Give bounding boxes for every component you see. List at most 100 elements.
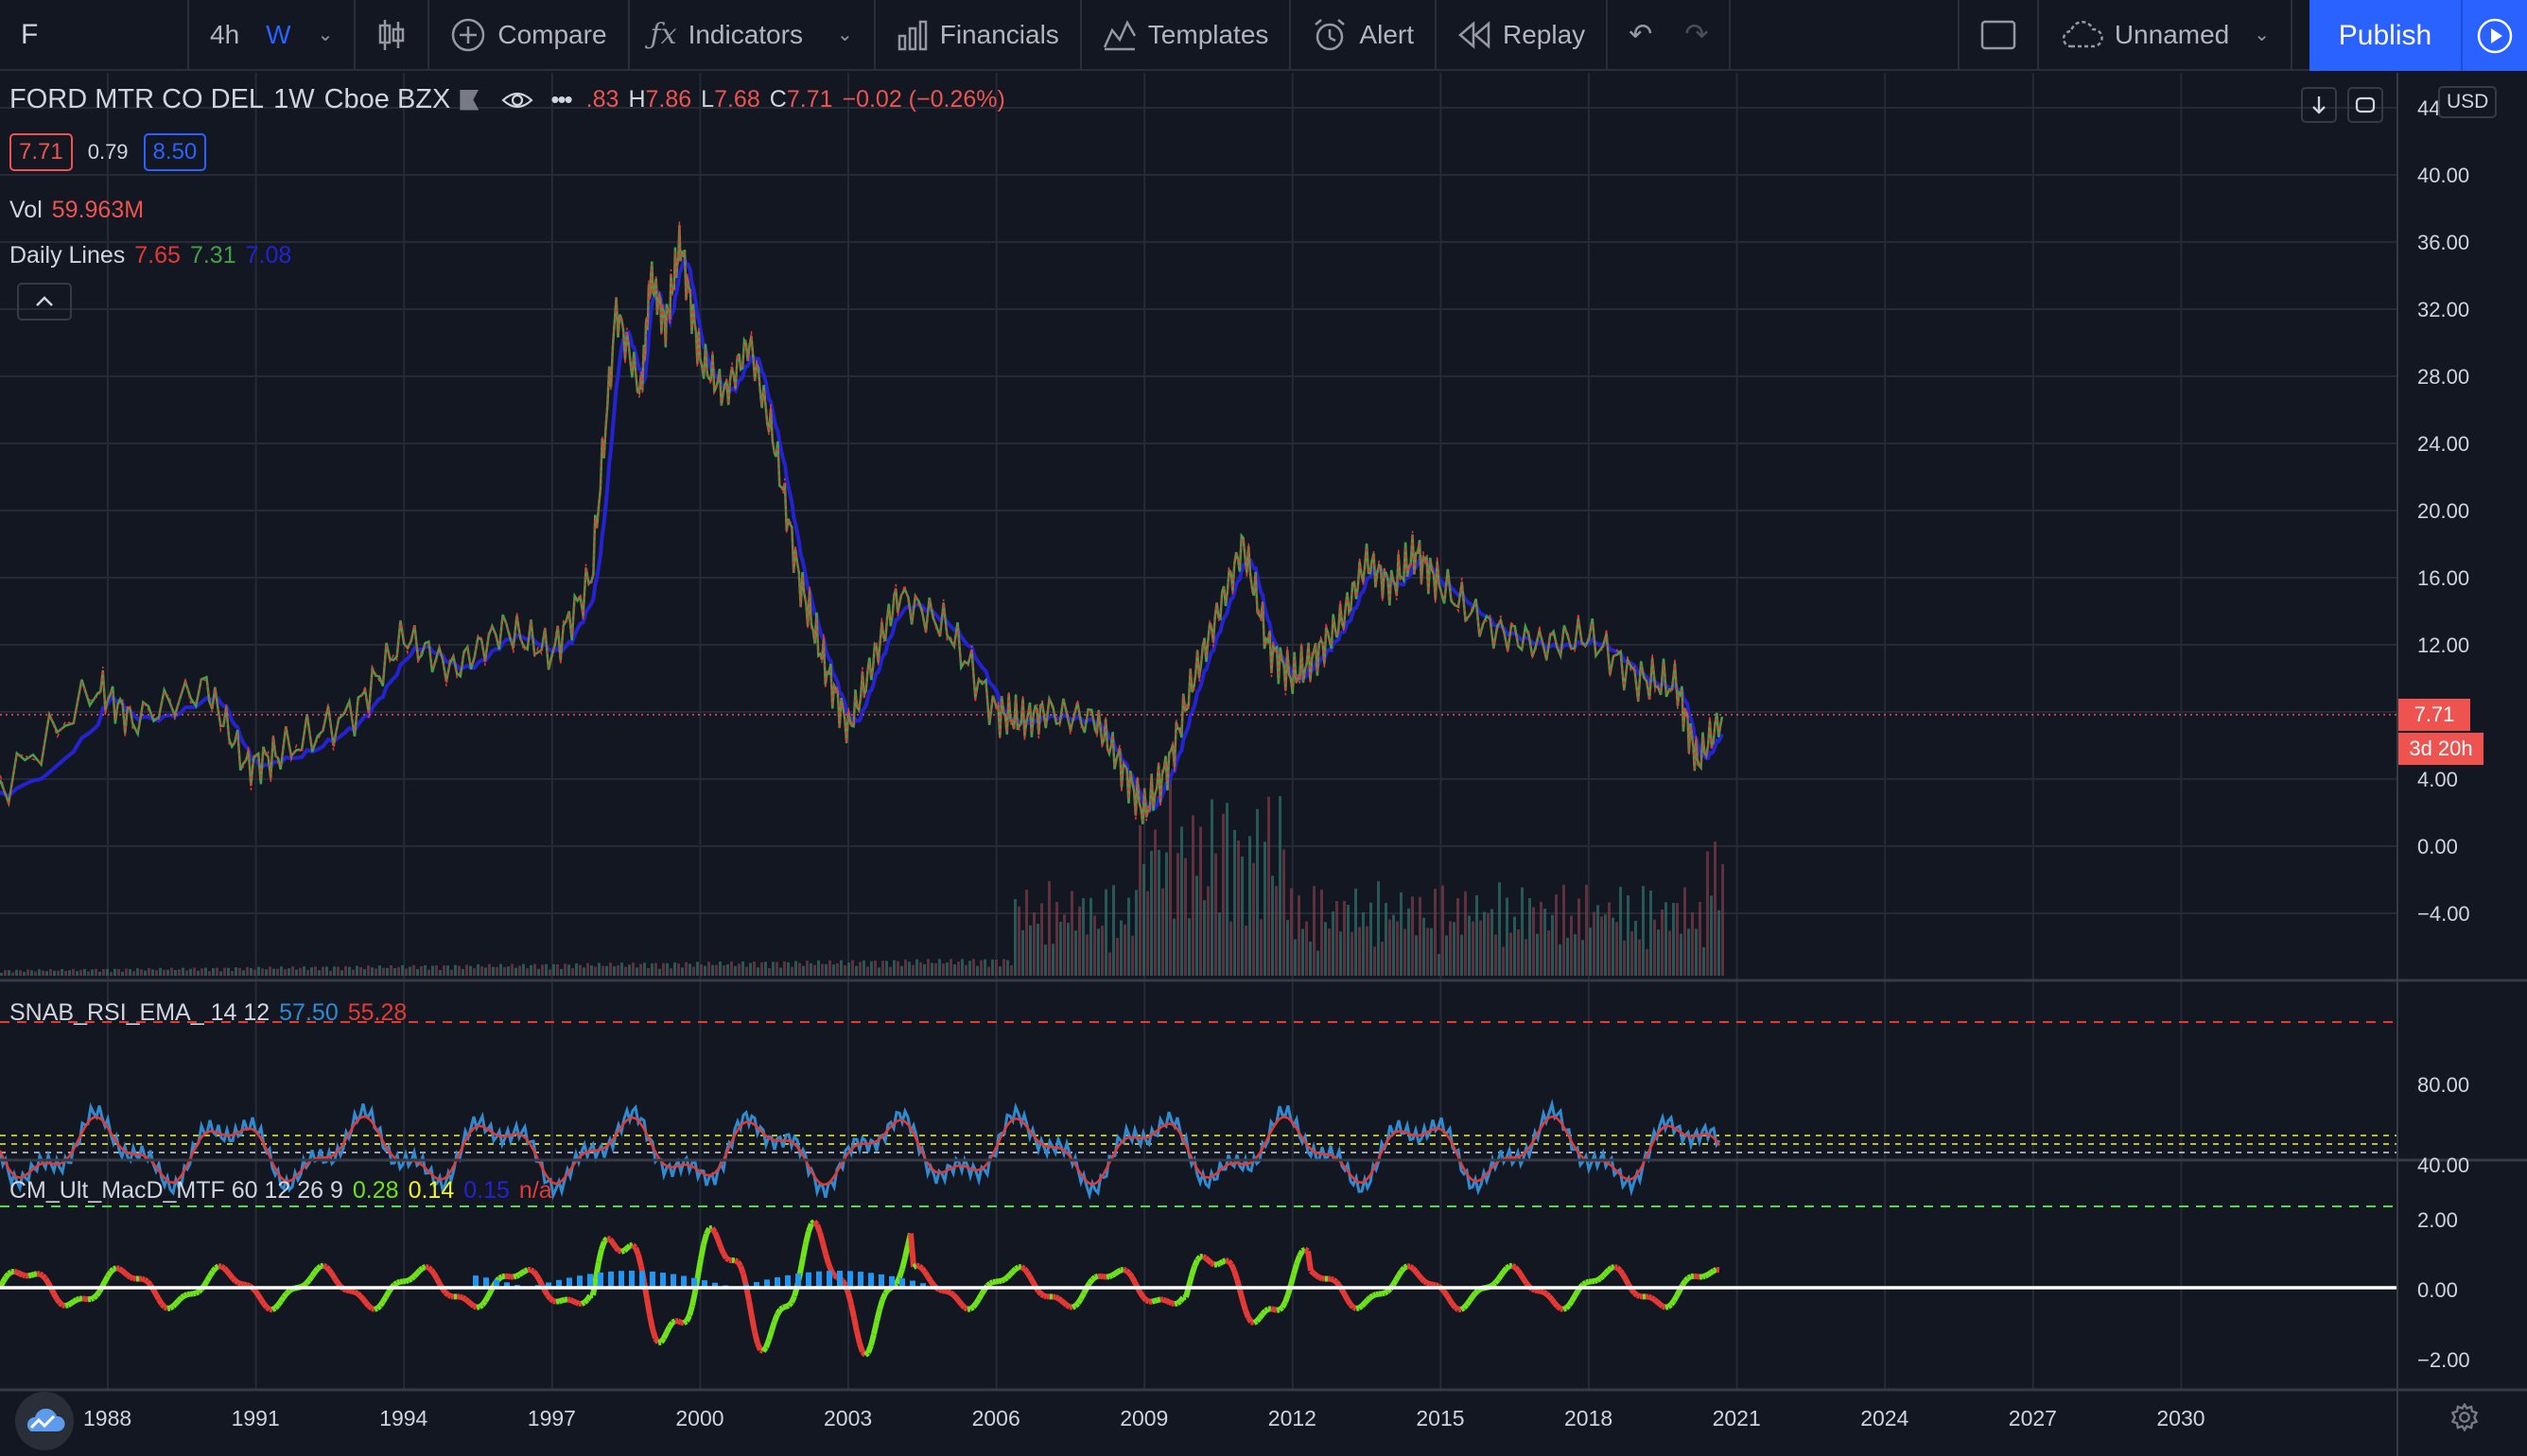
macd-segment <box>514 1272 521 1279</box>
volume-bar <box>1536 933 1539 976</box>
volume-bar <box>1638 939 1641 976</box>
volume-bar <box>496 966 498 976</box>
macd-segment <box>201 1279 210 1288</box>
macd-axis[interactable]: 2.00 0.00 −2.00 <box>2417 1208 2470 1372</box>
alert-button[interactable]: Alert <box>1291 0 1437 70</box>
axis-settings-button[interactable] <box>2448 1400 2482 1434</box>
volume-bar <box>749 962 752 976</box>
macd-segment <box>1303 1246 1310 1254</box>
volume-bar <box>628 964 631 976</box>
macd-segment <box>1371 1291 1378 1299</box>
macd-segment <box>1167 1299 1174 1307</box>
macd-segment <box>970 1301 979 1309</box>
macd-segment <box>1613 1264 1618 1271</box>
volume-bar <box>1543 909 1546 976</box>
more-icon[interactable]: ••• <box>550 85 572 113</box>
flag-icon[interactable] <box>460 89 479 111</box>
volume-bar <box>673 962 676 976</box>
chevron-down-icon[interactable]: ⌄ <box>836 25 853 45</box>
replay-button[interactable]: Replay <box>1437 0 1609 70</box>
volume-bar <box>397 967 400 976</box>
macd-segment <box>30 1272 35 1278</box>
macd-segment <box>695 1258 704 1276</box>
financials-button[interactable]: Financials <box>876 0 1082 70</box>
publish-button[interactable]: Publish <box>2309 0 2461 71</box>
redo-icon[interactable]: ↷ <box>1684 19 1709 50</box>
volume-bar <box>1619 887 1622 976</box>
vol-label[interactable]: Vol <box>9 197 43 223</box>
tradingview-logo[interactable] <box>15 1392 74 1450</box>
volume-bar <box>636 967 638 976</box>
currency-badge[interactable]: USD <box>2438 86 2498 118</box>
compare-button[interactable]: Compare <box>429 0 630 70</box>
scroll-down-button[interactable] <box>2301 87 2337 123</box>
ask-box[interactable]: 8.50 <box>143 133 207 171</box>
volume-bar <box>1419 896 1421 976</box>
symbol-search[interactable]: F <box>0 0 189 70</box>
undo-icon[interactable]: ↶ <box>1629 19 1653 50</box>
volume-bar <box>734 965 737 976</box>
chart-area[interactable]: 44 40.00 36.00 32.00 28.00 24.00 20.00 16.00 12.… <box>0 73 2527 1456</box>
chevron-down-icon[interactable]: ⌄ <box>317 25 334 45</box>
macd-segment <box>159 1302 167 1309</box>
volume-bar <box>23 972 26 976</box>
legend-symbol-name[interactable]: FORD MTR CO DEL <box>9 84 265 114</box>
macd-segment <box>1623 1277 1631 1287</box>
volume-bar <box>1146 891 1149 976</box>
auto-scale-button[interactable] <box>2347 87 2383 123</box>
macd-segment <box>566 1296 571 1303</box>
volume-bar <box>503 967 506 976</box>
macd-segment <box>1221 1257 1228 1265</box>
interval-w[interactable]: W <box>266 19 291 49</box>
volume-bar <box>333 966 336 976</box>
macd-segment <box>897 1268 905 1279</box>
macd-segment <box>1177 1295 1186 1304</box>
time-axis[interactable]: 1988 1991 1994 1997 2000 2003 2006 2009 2012 2015… <box>83 1406 2205 1430</box>
volume-bar <box>83 968 86 976</box>
volume-bar <box>1260 919 1263 976</box>
price-line-green <box>0 225 1724 824</box>
chart-canvas[interactable]: 44 40.00 36.00 32.00 28.00 24.00 20.00 16.00 12.… <box>0 73 2527 1456</box>
chevron-down-icon[interactable]: ⌄ <box>2254 25 2270 45</box>
collapse-legend-button[interactable] <box>17 283 72 321</box>
eye-icon[interactable] <box>501 89 533 112</box>
rsi-label[interactable]: SNAB_RSI_EMA_ 14 12 <box>9 999 270 1026</box>
volume-bar <box>1385 902 1387 976</box>
macd-histogram-bar <box>504 1282 510 1288</box>
chart-style-button[interactable] <box>356 0 430 70</box>
volume-bar <box>802 965 805 976</box>
rsi-axis[interactable]: 80.00 40.00 <box>2417 1073 2469 1177</box>
price-axis[interactable]: 44 40.00 36.00 32.00 28.00 24.00 20.00 16.00 12.… <box>2417 96 2470 926</box>
macd-histogram-bar <box>598 1272 603 1288</box>
macd-label[interactable]: CM_Ult_MacD_MTF 60 12 26 9 <box>9 1177 343 1204</box>
macd-segment <box>596 1248 604 1263</box>
macd-segment <box>1231 1269 1240 1281</box>
macd-segment <box>574 1299 581 1307</box>
volume-bar <box>132 971 135 976</box>
time-tick-label: 2000 <box>675 1406 723 1430</box>
volume-bar <box>1445 935 1448 976</box>
play-button[interactable] <box>2461 0 2527 71</box>
volume-bar <box>1082 897 1085 976</box>
interval-4h[interactable]: 4h <box>210 19 240 49</box>
layout-name: Unnamed <box>2114 19 2230 49</box>
volume-bar <box>1479 920 1482 976</box>
macd-segment <box>810 1219 816 1226</box>
bid-box[interactable]: 7.71 <box>9 133 73 171</box>
templates-button[interactable]: Templates <box>1082 0 1292 70</box>
daily-lines-label[interactable]: Daily Lines <box>9 242 126 269</box>
macd-segment <box>22 1272 26 1279</box>
volume-bar <box>235 967 237 976</box>
fullscreen-rect-button[interactable] <box>1960 0 2039 70</box>
volume-bar <box>1559 944 1561 976</box>
volume-bar <box>1403 928 1406 976</box>
volume-bar <box>1532 907 1535 976</box>
layout-button[interactable]: Unnamed ⌄ <box>2039 0 2292 70</box>
indicators-button[interactable]: ƒx Indicators ⌄ <box>630 0 876 70</box>
macd-segment <box>219 1263 226 1271</box>
macd-segment <box>1065 1302 1072 1309</box>
macd-histogram-bar <box>858 1272 863 1288</box>
macd-segment <box>758 1347 765 1354</box>
macd-segment <box>1305 1250 1314 1272</box>
volume-bar <box>1120 920 1123 976</box>
